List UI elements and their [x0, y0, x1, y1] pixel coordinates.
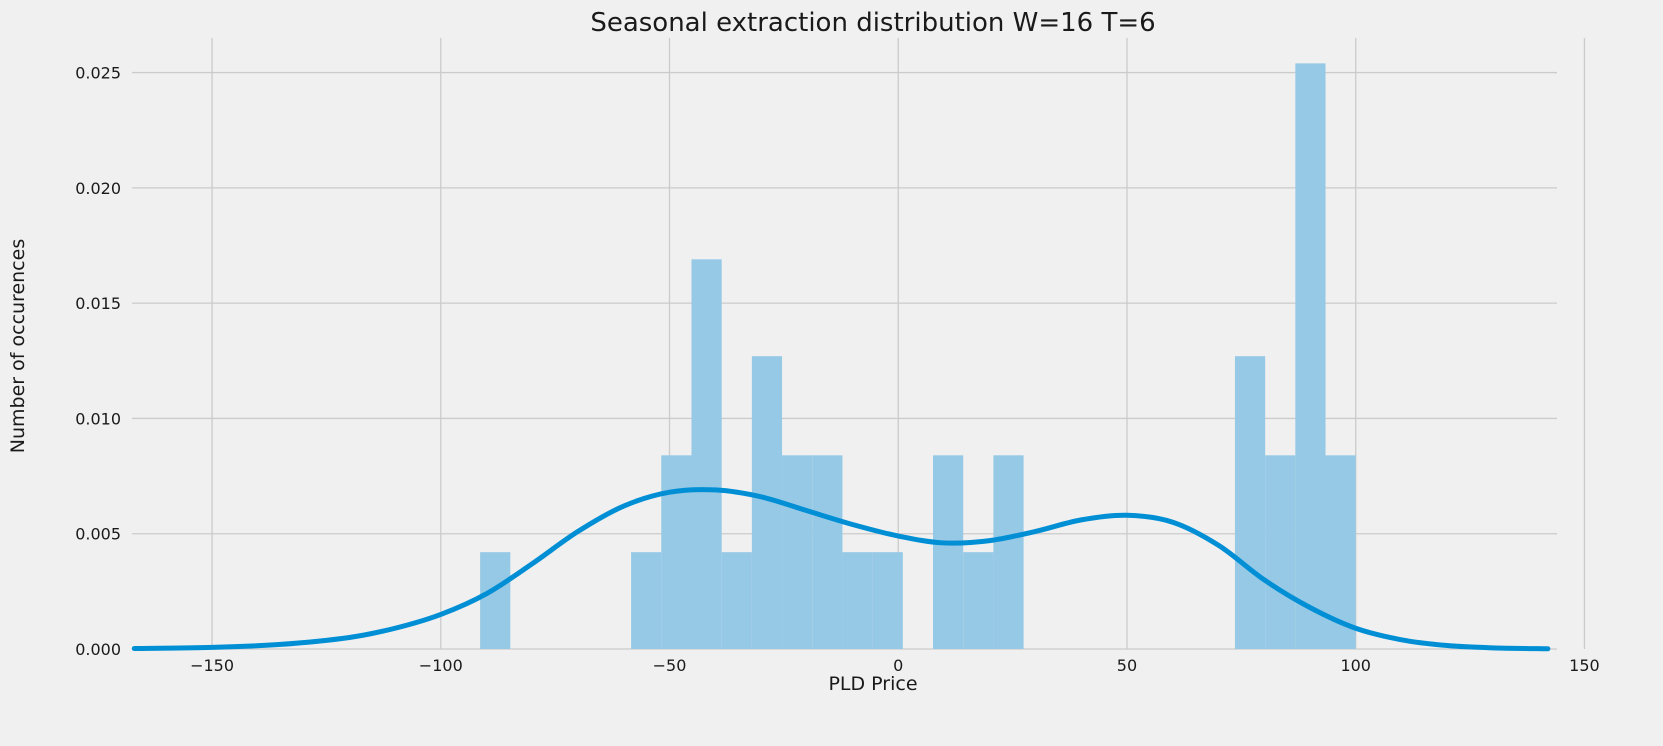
histogram-bar	[842, 552, 873, 649]
kde-curve-layer	[131, 487, 1551, 652]
histogram-bars	[480, 63, 1356, 650]
chart-title: Seasonal extraction distribution W=16 T=…	[590, 8, 1155, 38]
histogram-bar	[963, 552, 994, 649]
histogram-bar	[691, 259, 722, 649]
histogram-bar	[1234, 356, 1266, 649]
y-axis-label: Number of occurences	[7, 239, 29, 453]
x-tick-label: −50	[653, 656, 687, 675]
x-tick-label: −100	[419, 656, 463, 675]
histogram-bar	[721, 552, 752, 649]
histogram-bar	[872, 552, 903, 649]
histogram-bar	[1265, 455, 1296, 649]
x-tick-labels: −150 −100 −50 0 50 100 150	[190, 656, 1600, 675]
x-tick-label: 50	[1117, 656, 1137, 675]
x-tick-label: 100	[1340, 656, 1371, 675]
x-axis-label: PLD Price	[828, 673, 917, 695]
kde-curve	[131, 487, 1551, 652]
x-tick-label: 150	[1569, 656, 1600, 675]
histogram-bar	[661, 455, 692, 649]
y-tick-label: 0.000	[75, 640, 121, 659]
y-tick-label: 0.015	[75, 294, 121, 313]
y-tick-label: 0.025	[75, 64, 121, 83]
histogram-bar	[1295, 63, 1326, 650]
histogram-bar	[480, 552, 511, 649]
histogram-bar	[812, 455, 843, 649]
histogram-bar	[933, 455, 964, 649]
histogram-bar	[993, 455, 1024, 649]
y-tick-label: 0.010	[75, 409, 121, 428]
x-tick-label: 0	[893, 656, 903, 675]
histogram-bar	[782, 455, 813, 649]
y-tick-labels: 0.000 0.005 0.010 0.015 0.020 0.025	[75, 64, 121, 659]
x-tick-label: −150	[190, 656, 234, 675]
y-tick-label: 0.005	[75, 525, 121, 544]
y-tick-label: 0.020	[75, 179, 121, 198]
histogram-bar	[631, 552, 662, 649]
